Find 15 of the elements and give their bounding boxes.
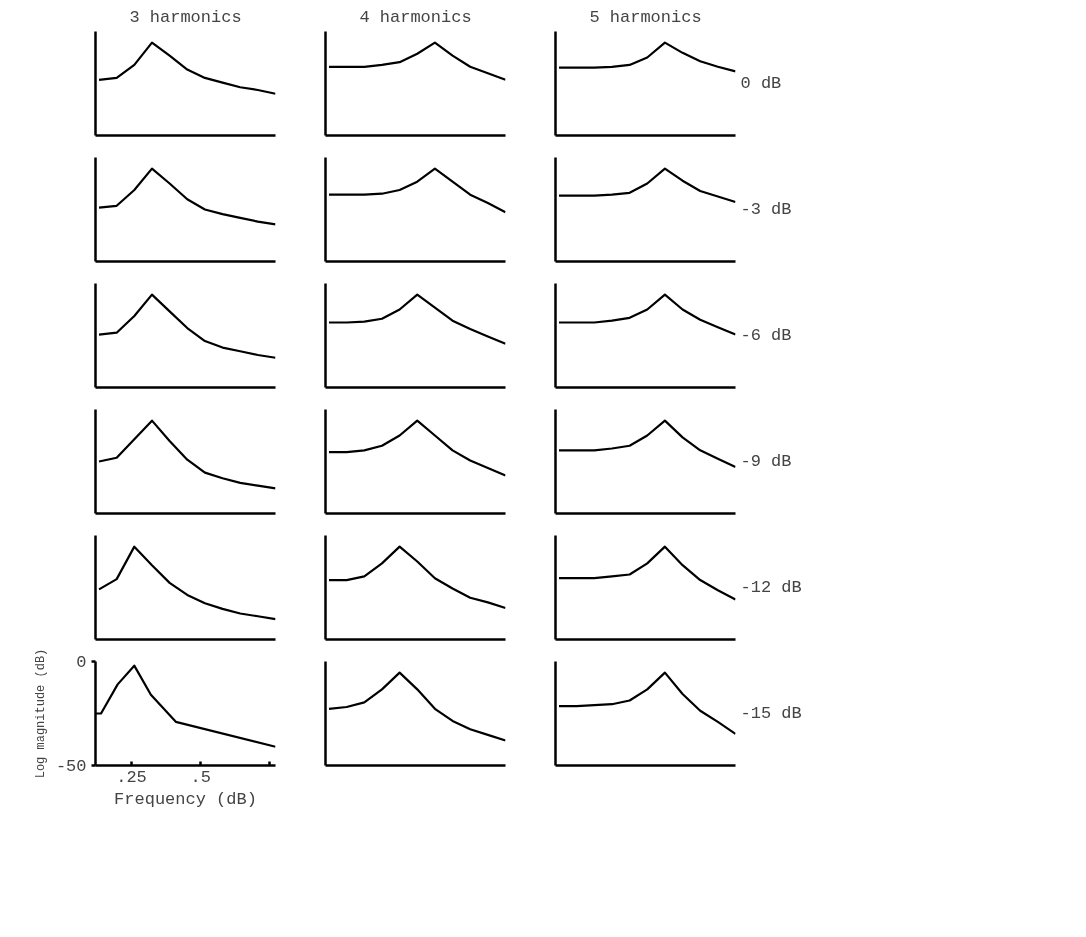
y-tick-label: -50 — [55, 757, 87, 776]
chart-title: 5 harmonics — [589, 7, 702, 27]
x-tick-label: .5 — [190, 767, 211, 787]
y2-axis-title: -3 dB — [740, 200, 792, 219]
y2-axis-title: -6 dB — [740, 326, 792, 345]
y2-axis-title: 0 dB — [740, 74, 782, 93]
y2-axis-title: -9 dB — [740, 452, 792, 471]
chart-title: 4 harmonics — [359, 7, 472, 27]
y2-axis-title: -15 dB — [740, 704, 802, 723]
y-axis-title: Log magnitude (dB) — [33, 648, 48, 779]
x-tick-label: .25 — [116, 767, 147, 787]
y-tick-label: 0 — [76, 653, 87, 672]
x-axis-title: Frequency (dB) — [114, 789, 257, 809]
chart-title: 3 harmonics — [129, 7, 242, 27]
y2-axis-title: -12 dB — [740, 578, 802, 597]
